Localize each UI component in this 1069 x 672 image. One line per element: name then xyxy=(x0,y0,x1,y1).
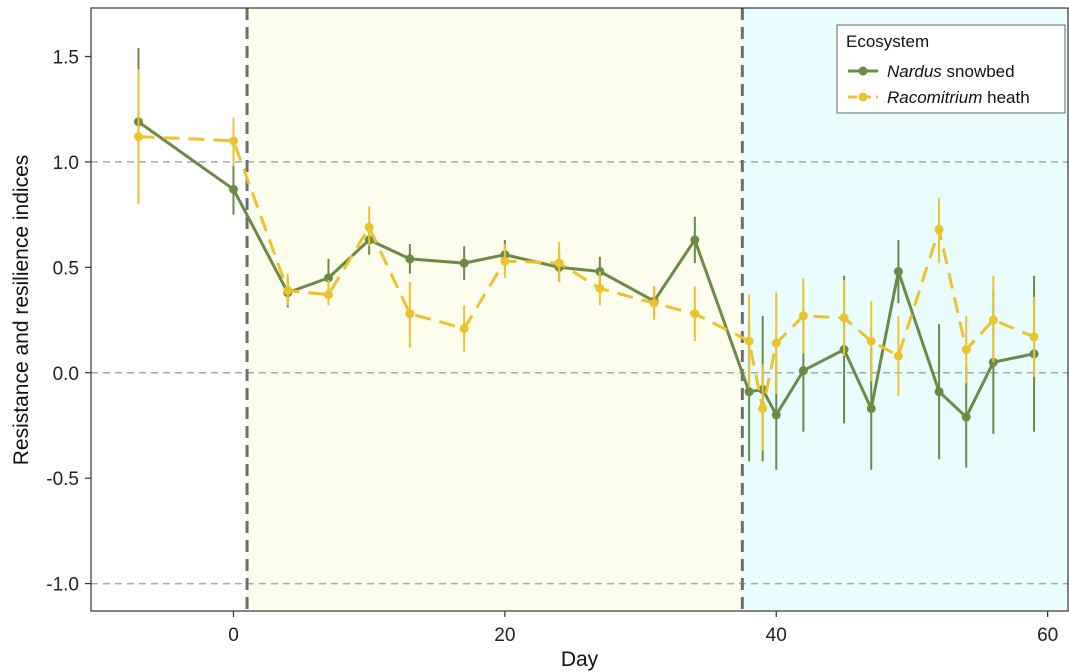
data-point xyxy=(744,336,754,346)
data-point xyxy=(798,366,808,376)
data-point xyxy=(893,351,903,361)
y-tick-label: 1.0 xyxy=(53,153,79,174)
plot-frame xyxy=(90,7,1069,612)
data-point xyxy=(934,387,944,397)
legend-box xyxy=(836,24,1066,114)
y-tick-label: -0.5 xyxy=(46,469,79,490)
series-group xyxy=(133,48,1039,470)
data-point xyxy=(228,136,238,146)
phase-boundaries xyxy=(245,8,744,611)
data-point xyxy=(133,132,143,142)
data-point xyxy=(500,256,510,266)
reference-lines xyxy=(91,161,1068,585)
data-point xyxy=(649,298,659,308)
data-point xyxy=(771,338,781,348)
legend-swatch-point xyxy=(858,66,868,76)
data-point xyxy=(866,404,876,414)
data-point xyxy=(690,309,700,319)
data-point xyxy=(839,313,849,323)
data-point xyxy=(405,309,415,319)
y-tick-label: 1.5 xyxy=(53,47,79,68)
legend: Ecosystem Nardus snowbed Racomitrium heat… xyxy=(836,24,1066,114)
x-tick-label: 20 xyxy=(494,625,515,646)
data-point xyxy=(554,258,564,268)
data-point xyxy=(283,286,293,296)
y-tick-label: 0.5 xyxy=(53,258,79,279)
data-point xyxy=(364,222,374,232)
data-point xyxy=(934,224,944,234)
y-tick-label: 0.0 xyxy=(53,364,79,385)
data-point xyxy=(595,283,605,293)
x-axis-title: Day xyxy=(561,648,599,671)
legend-label: Racomitrium heath xyxy=(887,88,1030,107)
data-point xyxy=(961,345,971,355)
x-tick-label: 60 xyxy=(1037,625,1058,646)
data-point xyxy=(228,184,238,194)
data-point xyxy=(866,336,876,346)
data-point xyxy=(758,404,768,414)
series-2 xyxy=(133,69,1039,451)
data-point xyxy=(771,410,781,420)
x-tick-label: 0 xyxy=(228,625,239,646)
data-point xyxy=(459,258,469,268)
legend-label: Nardus snowbed xyxy=(887,62,1015,81)
data-point xyxy=(744,387,754,397)
legend-swatch-point xyxy=(858,92,868,102)
y-tick-label: -1.0 xyxy=(46,575,79,596)
phase-shading xyxy=(247,8,1068,611)
phase-region-1 xyxy=(247,8,743,611)
data-point xyxy=(323,273,333,283)
data-point xyxy=(1029,332,1039,342)
data-point xyxy=(405,254,415,264)
data-point xyxy=(988,315,998,325)
data-point xyxy=(690,235,700,245)
legend-item-2: Racomitrium heath xyxy=(848,88,1030,107)
data-point xyxy=(893,267,903,277)
data-point xyxy=(961,412,971,422)
data-point xyxy=(798,311,808,321)
legend-title: Ecosystem xyxy=(846,32,929,51)
y-axis: -1.0 -0.5 0.0 0.5 1.0 1.5 xyxy=(46,47,91,596)
y-axis-title: Resistance and resilience indices xyxy=(10,155,33,466)
legend-item-1: Nardus snowbed xyxy=(848,62,1015,81)
x-tick-label: 40 xyxy=(766,625,787,646)
data-point xyxy=(459,323,469,333)
data-point xyxy=(323,290,333,300)
x-axis: 0 20 40 60 xyxy=(228,611,1058,646)
